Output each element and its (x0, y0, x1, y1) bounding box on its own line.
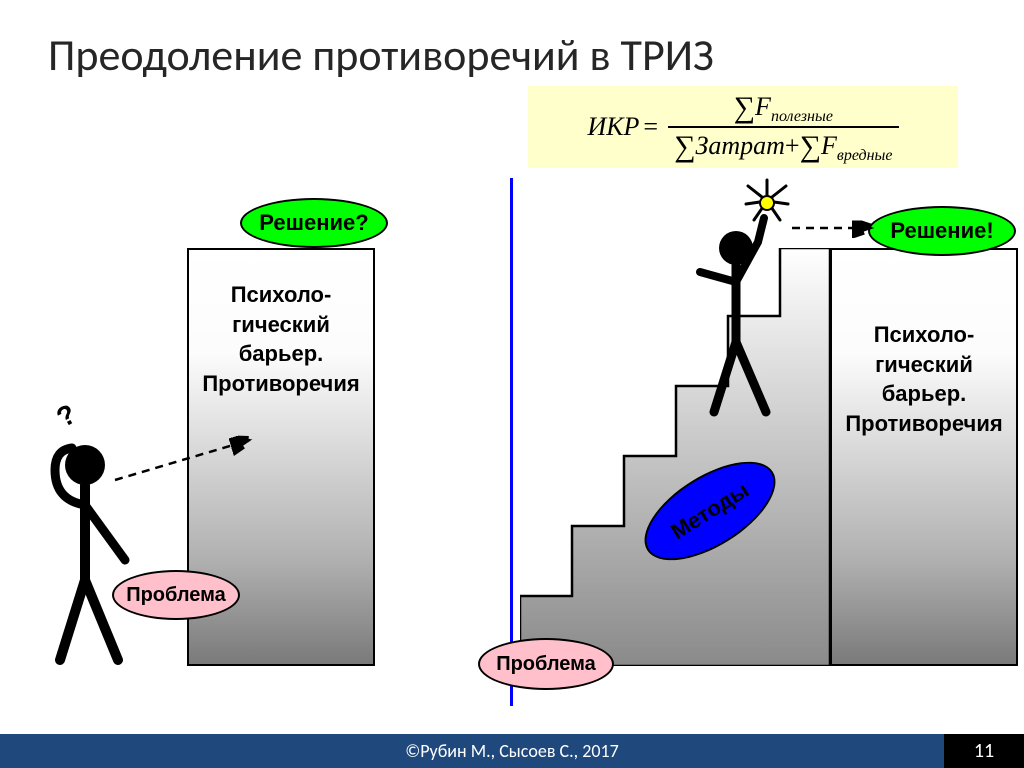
slide-title: Преодоление противоречий в ТРИЗ (48, 28, 714, 82)
solution-question-badge: Решение? (240, 198, 388, 248)
footer-bar: ©Рубин М., Сысоев С., 2017 11 (0, 734, 1024, 768)
dashed-arrow-left (110, 430, 270, 490)
formula-lhs: ИКР (587, 112, 639, 142)
formula-numerator: ∑Fполезные (728, 89, 839, 126)
equals-sign: = (643, 112, 658, 142)
vertical-divider (510, 178, 513, 706)
lightbulb-icon (742, 176, 792, 226)
right-barrier-pillar: Психоло- гический барьер. Противоречия (830, 248, 1018, 666)
formula-denominator: ∑Затрат+∑Fвредные (668, 128, 898, 165)
dashed-arrow-right (790, 218, 880, 238)
barrier-text-right: Психоло- гический барьер. Противоречия (845, 280, 1002, 439)
barrier-text-left: Психоло- гический барьер. Противоречия (202, 280, 359, 399)
formula-fraction: ∑Fполезные ∑Затрат+∑Fвредные (668, 89, 898, 165)
copyright-text: ©Рубин М., Сысоев С., 2017 (405, 740, 619, 762)
problem-badge-right: Проблема (478, 638, 614, 690)
person-idea-icon (688, 212, 808, 432)
formula-box: ИКР = ∑Fполезные ∑Затрат+∑Fвредные (528, 86, 958, 168)
page-number: 11 (944, 734, 1024, 768)
solution-exclaim-badge: Решение! (868, 206, 1016, 256)
